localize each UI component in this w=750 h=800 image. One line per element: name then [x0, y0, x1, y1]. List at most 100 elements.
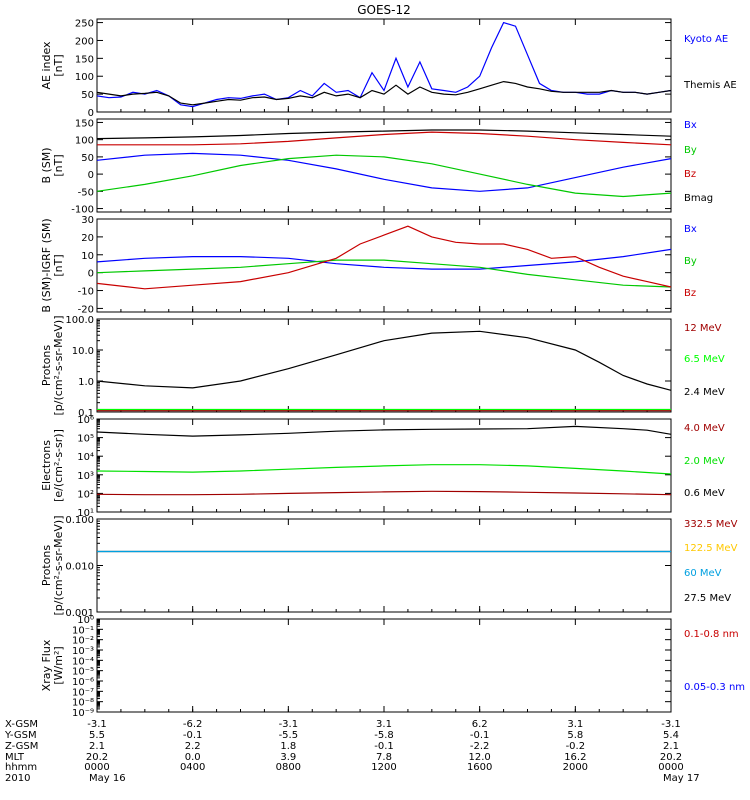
- y-tick-label: 0.100: [65, 515, 94, 526]
- y-tick-label: 200: [75, 36, 94, 47]
- y-tick-label: 0.1: [78, 408, 94, 419]
- y-axis-label: Xray Flux: [40, 639, 53, 691]
- y-tick-label: 10³: [77, 471, 94, 482]
- legend-entry: 2.4 MeV: [684, 387, 725, 398]
- legend-entry: By: [684, 145, 697, 156]
- y-axis-label: Protons: [40, 545, 53, 586]
- ephemeris-value: 0800: [276, 762, 301, 773]
- legend-entry: 60 MeV: [684, 568, 722, 579]
- ephemeris-value: 1200: [371, 762, 396, 773]
- y-tick-label: 10²: [77, 489, 94, 500]
- y-tick-label: 0.010: [65, 562, 94, 573]
- legend-entry: Bz: [684, 169, 696, 180]
- panel-frame: [96, 518, 672, 613]
- y-axis-label: [p/(cm²-s-sr-MeV)]: [52, 516, 65, 616]
- series-2-0-mev: [96, 464, 672, 475]
- ephemeris-value: -3.1: [661, 719, 681, 730]
- ephemeris-row-label: hhmm: [5, 762, 37, 773]
- ephemeris-value: -0.1: [183, 730, 203, 741]
- ephemeris-value: -0.1: [470, 730, 490, 741]
- ephemeris-value: -6.2: [183, 719, 203, 730]
- panel-frame: [96, 318, 672, 413]
- ephemeris-value: 20.2: [86, 752, 108, 763]
- y-axis-label: B (SM): [40, 147, 53, 183]
- ephemeris-value: 2.2: [185, 741, 201, 752]
- ephemeris-value: 20.2: [660, 752, 682, 763]
- series-themis-ae: [96, 80, 672, 106]
- ephemeris-row-label: Y-GSM: [4, 730, 37, 741]
- legend-entry: 4.0 MeV: [684, 423, 725, 434]
- y-tick-label: 1.0: [78, 377, 94, 388]
- series-4-0-mev: [96, 490, 672, 496]
- series-by: [96, 259, 672, 288]
- y-tick-label: 0: [88, 108, 94, 119]
- ephemeris-value: 5.4: [663, 730, 679, 741]
- ephemeris-value: 0000: [658, 762, 683, 773]
- y-tick-label: 10⁻³: [72, 646, 94, 657]
- y-axis-label: [nT]: [52, 154, 65, 176]
- y-axis-label: Protons: [40, 345, 53, 386]
- series-0-6-mev: [96, 425, 672, 437]
- legend-entry: 0.1-0.8 nm: [684, 629, 739, 640]
- series-2-4-mev: [96, 330, 672, 391]
- ephemeris-value: -0.2: [566, 741, 586, 752]
- ephemeris-value: -0.1: [374, 741, 394, 752]
- y-tick-label: 10⁻⁵: [72, 667, 94, 678]
- y-tick-label: 10⁶: [77, 415, 94, 426]
- y-tick-label: 250: [75, 19, 94, 30]
- y-tick-label: 10⁻⁷: [72, 687, 94, 698]
- ephemeris-value: 3.1: [376, 719, 392, 730]
- y-tick-label: -50: [78, 187, 94, 198]
- legend-entry: Bx: [684, 120, 697, 131]
- ephemeris-value: 2.1: [663, 741, 679, 752]
- legend-entry: Bz: [684, 288, 696, 299]
- y-axis-label: [e/(cm²-s-sr)]: [52, 429, 65, 502]
- y-tick-label: 0: [88, 269, 94, 280]
- legend-entry: 332.5 MeV: [684, 519, 738, 530]
- chart-title: GOES-12: [357, 3, 411, 17]
- legend-entry: 2.0 MeV: [684, 456, 725, 467]
- y-axis-label: [p/(cm²-s-sr-MeV)]: [52, 316, 65, 416]
- panel-bsm: -100 -50 0 50 100 150 B (SM) [nT] Bx By Bz Bmag: [40, 118, 713, 215]
- y-tick-label: 10: [81, 251, 94, 262]
- y-tick-label: 10⁵: [77, 434, 94, 445]
- legend-entry: 0.6 MeV: [684, 488, 725, 499]
- y-tick-label: 10¹: [77, 508, 94, 519]
- ephemeris-value: 3.1: [567, 719, 583, 730]
- panel-frame: [96, 218, 672, 313]
- ephemeris-value: 1.8: [280, 741, 296, 752]
- ephemeris-value: -3.1: [279, 719, 299, 730]
- panel-protons_low: 0.1 1.0 10.0 100.0 Protons [p/(cm²-s-sr-MeV)]…: [40, 315, 725, 419]
- y-tick-label: 100: [75, 72, 94, 83]
- y-tick-label: 10⁻¹: [72, 625, 94, 636]
- legend-entry: 6.5 MeV: [684, 354, 725, 365]
- series-bmag: [96, 129, 672, 140]
- ephemeris-value: May 17: [663, 773, 700, 784]
- ephemeris-value: 0400: [180, 762, 205, 773]
- series-bz: [97, 131, 672, 146]
- legend-entry: 122.5 MeV: [684, 543, 738, 554]
- y-tick-label: 50: [81, 90, 94, 101]
- ephemeris-value: -5.8: [374, 730, 394, 741]
- panel-electrons: 10¹ 10² 10³ 10⁴ 10⁵ 10⁶ Electrons [e/(cm²-s-sr)…: [40, 415, 725, 519]
- ephemeris-value: 0.0: [185, 752, 201, 763]
- ephemeris-value: 5.5: [89, 730, 105, 741]
- ephemeris-value: 2.1: [89, 741, 105, 752]
- y-tick-label: 10.0: [72, 346, 94, 357]
- series-bx: [96, 248, 672, 270]
- y-tick-label: 100.0: [65, 315, 94, 326]
- y-tick-label: 20: [81, 233, 94, 244]
- y-tick-label: 0: [88, 170, 94, 181]
- ephemeris-value: 0000: [84, 762, 109, 773]
- y-axis-label: AE index: [40, 41, 53, 90]
- y-tick-label: 50: [81, 153, 94, 164]
- y-tick-label: 10⁻⁸: [72, 698, 94, 709]
- legend-entry: By: [684, 256, 697, 267]
- ephemeris-row-label: X-GSM: [5, 719, 38, 730]
- panel-frame: [96, 618, 672, 713]
- y-tick-label: 10⁴: [77, 452, 94, 463]
- ephemeris-value: 5.8: [567, 730, 583, 741]
- ephemeris-row-label: Z-GSM: [5, 741, 38, 752]
